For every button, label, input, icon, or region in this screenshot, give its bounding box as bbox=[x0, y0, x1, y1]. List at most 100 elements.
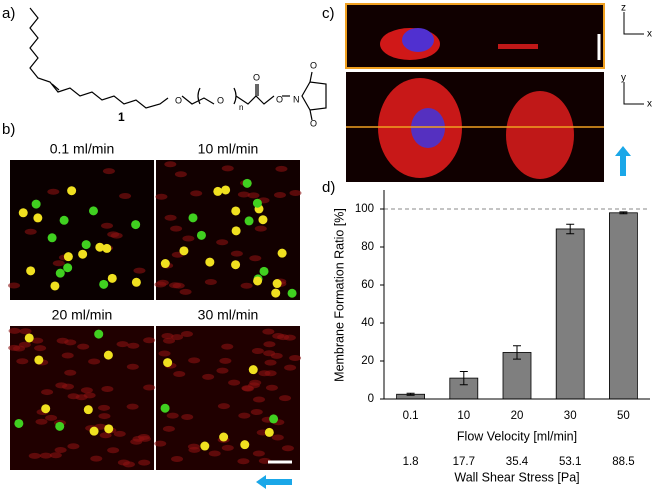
cell-dot bbox=[83, 405, 93, 415]
error-bar bbox=[619, 211, 628, 215]
x-tick-label: 0.1 bbox=[403, 410, 419, 422]
cell-dot bbox=[242, 178, 252, 188]
red-haze bbox=[39, 452, 52, 459]
red-haze bbox=[188, 446, 201, 453]
chemical-structure bbox=[29, 7, 327, 121]
red-haze bbox=[202, 373, 215, 380]
red-haze bbox=[54, 447, 67, 454]
y-tick-label: 60 bbox=[361, 279, 374, 291]
cell-dot bbox=[34, 355, 44, 365]
error-bar bbox=[406, 392, 415, 396]
red-haze bbox=[19, 328, 32, 335]
secondary-x-tick-label: 53.1 bbox=[559, 456, 581, 468]
cell-dot bbox=[272, 279, 282, 289]
atom-label: O bbox=[253, 72, 260, 82]
cell-dot bbox=[264, 427, 274, 437]
x-tick-label: 30 bbox=[564, 410, 577, 422]
secondary-x-tick-label: 1.8 bbox=[403, 456, 419, 468]
compound-number: 1 bbox=[118, 110, 125, 124]
red-haze bbox=[130, 438, 143, 445]
red-haze bbox=[174, 171, 187, 178]
nucleus bbox=[402, 28, 434, 52]
bar bbox=[502, 352, 532, 400]
red-haze bbox=[49, 452, 62, 459]
red-haze bbox=[263, 341, 276, 348]
cell-dot bbox=[221, 185, 231, 195]
error-bar bbox=[513, 345, 521, 360]
red-haze bbox=[31, 337, 44, 344]
red-haze bbox=[56, 337, 69, 344]
atom-label: n bbox=[239, 103, 243, 112]
red-haze bbox=[179, 288, 192, 295]
x-axis-label: Flow Velocity [ml/min] bbox=[457, 429, 577, 443]
cell-dot bbox=[102, 243, 112, 253]
red-haze bbox=[279, 395, 292, 402]
red-haze bbox=[171, 334, 184, 341]
atom-label: O bbox=[310, 118, 317, 128]
cell-dot bbox=[50, 281, 60, 291]
red-haze bbox=[16, 358, 29, 365]
red-haze bbox=[156, 279, 169, 286]
red-haze bbox=[162, 425, 175, 432]
red-haze bbox=[155, 193, 168, 200]
red-haze bbox=[250, 409, 263, 416]
red-haze bbox=[264, 370, 277, 377]
cell-dot bbox=[31, 199, 41, 209]
cell-dot bbox=[41, 404, 51, 414]
red-haze bbox=[170, 225, 183, 232]
red-haze bbox=[166, 412, 179, 419]
axis-icon-label: x bbox=[647, 99, 652, 110]
cell-dot bbox=[258, 215, 268, 225]
red-haze bbox=[122, 461, 135, 468]
red-haze bbox=[171, 456, 184, 463]
red-haze bbox=[241, 385, 254, 392]
cell-dot bbox=[63, 252, 73, 262]
atom-label: O bbox=[276, 94, 283, 104]
red-haze bbox=[158, 350, 171, 357]
red-haze bbox=[252, 450, 265, 457]
cell-dot bbox=[94, 329, 104, 339]
red-haze bbox=[127, 342, 140, 349]
y-tick-label: 40 bbox=[361, 317, 374, 329]
cell-dot bbox=[231, 206, 241, 216]
secondary-x-tick-label: 17.7 bbox=[453, 456, 475, 468]
red-haze bbox=[133, 267, 146, 274]
cell-dot bbox=[26, 266, 36, 276]
error-bar bbox=[459, 370, 468, 386]
red-haze bbox=[110, 232, 123, 239]
red-haze bbox=[80, 387, 93, 394]
red-haze bbox=[289, 190, 302, 197]
red-haze bbox=[221, 444, 234, 451]
red-haze bbox=[163, 337, 176, 344]
cell-dot bbox=[287, 288, 297, 298]
micrographs bbox=[8, 160, 302, 470]
y-tick-label: 100 bbox=[355, 203, 374, 215]
red-haze bbox=[126, 403, 139, 410]
atom-label: N bbox=[293, 94, 300, 104]
cell-dot bbox=[160, 403, 170, 413]
secondary-x-tick-label: 35.4 bbox=[506, 456, 529, 468]
cell-dot bbox=[81, 240, 91, 250]
red-haze bbox=[90, 455, 103, 462]
cell-dot bbox=[240, 440, 250, 450]
red-haze bbox=[258, 457, 271, 464]
red-haze bbox=[251, 348, 264, 355]
red-haze bbox=[263, 350, 276, 357]
red-haze bbox=[116, 341, 129, 348]
red-haze bbox=[64, 369, 77, 376]
red-haze bbox=[18, 341, 31, 348]
red-haze bbox=[249, 379, 262, 386]
red-haze bbox=[216, 367, 229, 374]
red-haze bbox=[253, 396, 266, 403]
bar bbox=[609, 212, 638, 400]
red-haze bbox=[101, 222, 114, 229]
cell-dot bbox=[179, 246, 189, 256]
red-haze bbox=[228, 379, 241, 386]
cell-dot bbox=[47, 233, 57, 243]
red-haze bbox=[99, 432, 112, 439]
cell-dot bbox=[59, 215, 69, 225]
panel-label: c) bbox=[322, 5, 335, 22]
bar bbox=[555, 228, 585, 400]
red-haze bbox=[24, 228, 37, 235]
cell-dot bbox=[200, 441, 210, 451]
